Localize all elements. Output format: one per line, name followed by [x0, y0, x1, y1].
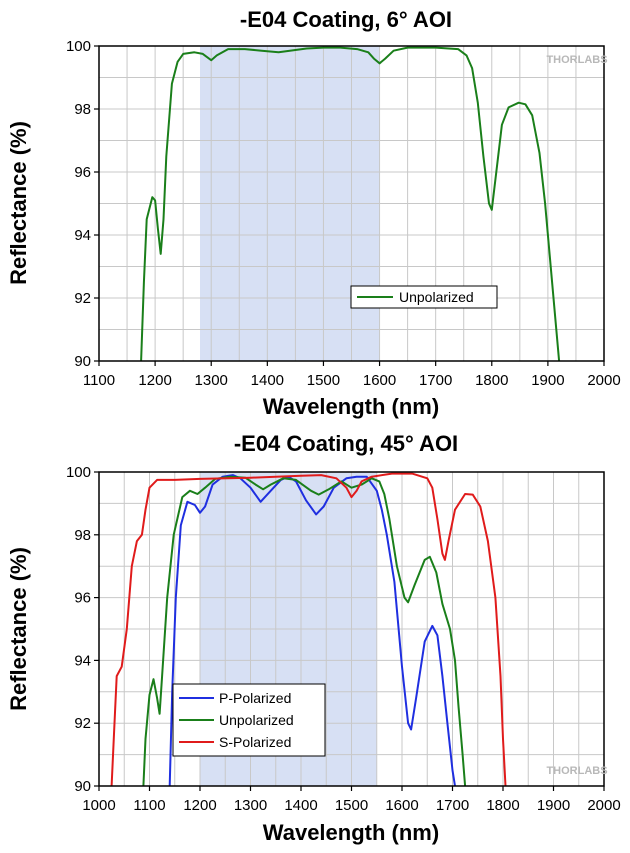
y-tick-labels: 90 92 94 96 98 100	[66, 464, 99, 795]
x-tick-label: 1300	[234, 797, 267, 814]
watermark-logo: THORLABS	[546, 765, 607, 777]
x-tick-label: 1700	[436, 797, 469, 814]
x-tick-label: 1700	[419, 372, 452, 389]
series-line-p-polarized	[168, 474, 456, 787]
y-tick-label: 92	[74, 715, 91, 732]
y-tick-label: 92	[74, 290, 91, 307]
x-tick-label: 1200	[183, 797, 216, 814]
y-tick-label: 98	[74, 101, 91, 118]
y-axis-label: Reflectance (%)	[6, 121, 31, 285]
y-tick-label: 96	[74, 590, 91, 607]
x-tick-label: 1100	[133, 797, 165, 814]
x-tick-label: 1300	[195, 372, 228, 389]
x-tick-label: 1800	[486, 797, 519, 814]
legend-label-s-polarized: S-Polarized	[219, 734, 291, 750]
plot-frame	[98, 45, 605, 362]
y-tick-label: 94	[74, 227, 91, 244]
x-tick-label: 1000	[82, 797, 115, 814]
y-tick-label: 98	[74, 527, 91, 544]
x-tick-label: 1400	[251, 372, 284, 389]
x-axis-label: Wavelength (nm)	[263, 394, 439, 419]
x-tick-label: 1900	[537, 797, 570, 814]
chart-title: -E04 Coating, 45° AOI	[234, 431, 458, 456]
x-tick-label: 2000	[587, 797, 620, 814]
y-tick-label: 100	[66, 464, 91, 481]
x-tick-label: 1800	[475, 372, 508, 389]
series-lines	[140, 46, 561, 362]
y-tick-label: 100	[66, 38, 91, 55]
x-tick-label: 1900	[531, 372, 564, 389]
chart-45deg-aoi: -E04 Coating, 45° AOI 90 92 94 96 98 100 1000…	[6, 431, 621, 845]
legend-label-unpolarized: Unpolarized	[219, 712, 294, 728]
y-axis-label: Reflectance (%)	[6, 547, 31, 711]
x-tick-label: 1400	[284, 797, 317, 814]
x-tick-label: 1500	[307, 372, 340, 389]
series-lines	[110, 472, 507, 787]
y-tick-label: 90	[74, 778, 91, 795]
x-tick-label: 1200	[138, 372, 171, 389]
series-line-unpolarized	[140, 46, 561, 362]
x-tick-labels: 1100 1200 1300 1400 1500 1600 1700 1800 1900 2000	[83, 361, 621, 389]
legend-label-p-polarized: P-Polarized	[219, 690, 291, 706]
x-tick-label: 1100	[83, 372, 115, 389]
series-line-unpolarized	[142, 475, 467, 787]
y-tick-label: 94	[74, 652, 91, 669]
legend: P-Polarized Unpolarized S-Polarized	[172, 683, 326, 757]
legend: Unpolarized	[350, 285, 498, 309]
y-tick-label: 90	[74, 353, 91, 370]
y-tick-label: 96	[74, 164, 91, 181]
x-tick-label: 1600	[385, 797, 418, 814]
x-tick-label: 1600	[363, 372, 396, 389]
legend-label-unpolarized: Unpolarized	[399, 289, 474, 305]
legend-box	[350, 285, 498, 309]
x-tick-labels: 1000 1100 1200 1300 1400 1500 1600 1700 1800 1900…	[82, 786, 621, 814]
series-line-s-polarized	[110, 472, 507, 787]
chart-title: -E04 Coating, 6° AOI	[240, 7, 452, 32]
x-tick-label: 2000	[587, 372, 620, 389]
watermark-logo: THORLABS	[546, 54, 607, 66]
y-tick-labels: 90 92 94 96 98 100	[66, 38, 99, 370]
x-tick-label: 1500	[335, 797, 368, 814]
x-axis-label: Wavelength (nm)	[263, 820, 439, 845]
plot-frame	[98, 471, 605, 787]
